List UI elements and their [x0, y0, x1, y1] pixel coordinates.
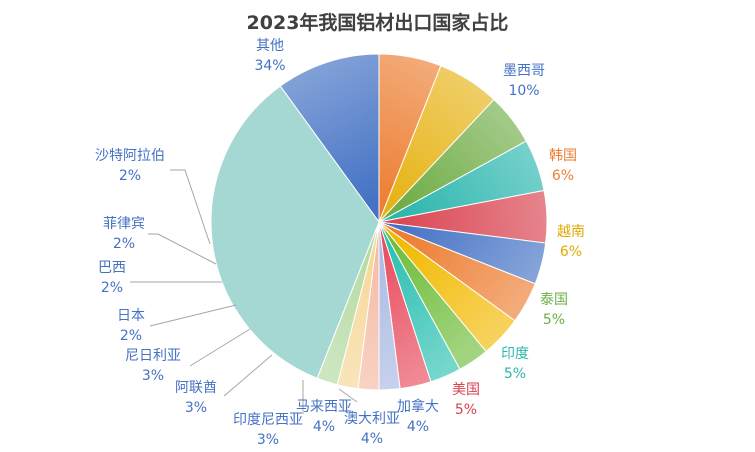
slice-label-name: 美国 — [452, 382, 480, 398]
slice-labels: 墨西哥 10% 韩国 6% 越南 6% 泰国 5% 印度 5% 美国 5% 加拿大 4% 澳大利亚 4% 马来西… — [95, 38, 585, 448]
slice-label-name: 菲律宾 — [103, 216, 145, 232]
slice-label-value: 3% — [142, 368, 164, 384]
pie-slice-0 — [279, 53, 380, 224]
leader-line — [189, 328, 251, 367]
slice-label-value: 10% — [508, 83, 539, 99]
slice-label-name: 尼日利亚 — [125, 348, 181, 364]
slice-label-name: 日本 — [117, 308, 145, 324]
leader-line — [149, 304, 237, 327]
slice-label-value: 4% — [361, 431, 383, 447]
slice-label-name: 加拿大 — [397, 398, 439, 415]
leader-lines — [130, 169, 358, 414]
slice-label-name: 其他 — [256, 38, 284, 54]
slice-label-value: 5% — [455, 402, 477, 418]
slice-label-name: 印度 — [501, 346, 529, 362]
pie-slice-16 — [210, 85, 380, 379]
slice-label-name: 马来西亚 — [296, 399, 352, 415]
slice-label-value: 2% — [101, 280, 123, 296]
slice-label-value: 34% — [254, 58, 285, 74]
leader-line — [170, 169, 211, 245]
slice-label-name: 韩国 — [549, 148, 577, 164]
slice-label-value: 2% — [120, 328, 142, 344]
slice-label-value: 5% — [504, 366, 526, 382]
slice-label-value: 4% — [313, 419, 335, 435]
slice-label-name: 阿联酋 — [175, 379, 217, 396]
leader-line — [223, 354, 273, 397]
slice-label-value: 4% — [407, 419, 429, 435]
slice-label-value: 3% — [257, 432, 279, 448]
slice-label-value: 6% — [552, 168, 574, 184]
slice-label-name: 澳大利亚 — [344, 411, 400, 427]
slice-label-value: 2% — [113, 236, 135, 252]
slice-label-value: 3% — [185, 400, 207, 416]
slice-label-value: 5% — [543, 312, 565, 328]
slice-label-name: 巴西 — [98, 260, 126, 276]
leader-line — [148, 233, 217, 265]
slice-label-name: 泰国 — [540, 292, 568, 308]
slice-label-value: 2% — [119, 168, 141, 184]
pie-slices — [210, 53, 548, 391]
slice-label-value: 6% — [560, 244, 582, 260]
slice-label-name: 越南 — [557, 224, 585, 240]
slice-label-name: 墨西哥 — [503, 63, 545, 79]
slice-label-name: 印度尼西亚 — [233, 412, 303, 428]
chart-title: 2023年我国铝材出口国家占比 — [246, 12, 509, 34]
slice-label-name: 沙特阿拉伯 — [95, 148, 165, 164]
leader-line — [338, 388, 358, 403]
